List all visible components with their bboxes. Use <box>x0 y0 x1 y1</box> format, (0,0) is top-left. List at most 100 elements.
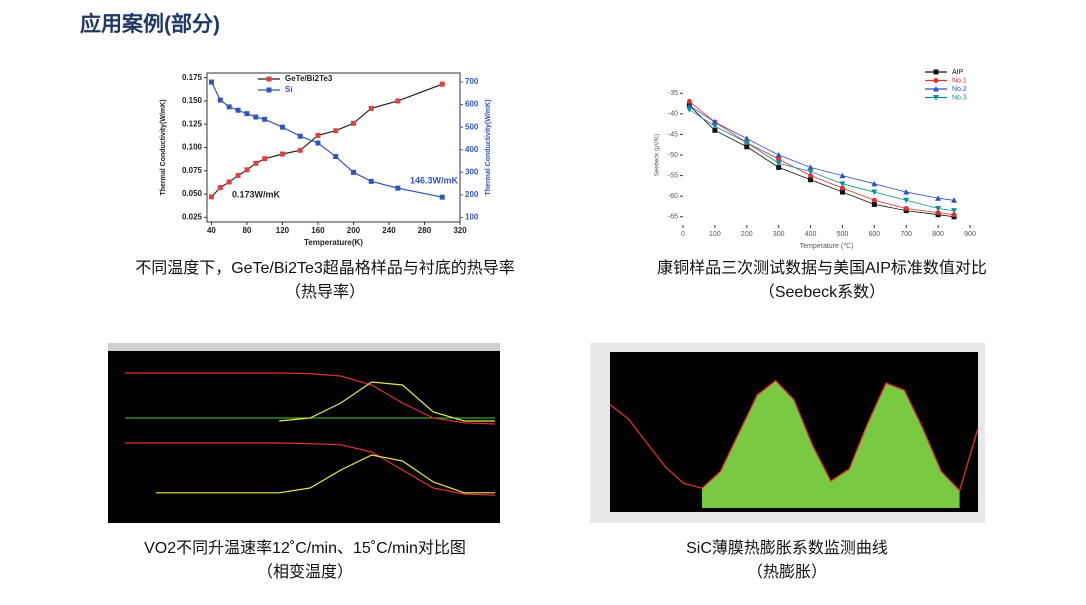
marker <box>315 140 321 146</box>
caption: SiC薄膜热膨胀系数监测曲线 <box>686 540 888 557</box>
y-axis-label: Thermal Conductivity(W/mK) <box>160 99 167 195</box>
marker <box>226 104 232 110</box>
y-tick-label: 0.100 <box>182 143 203 152</box>
marker <box>395 98 401 104</box>
y-tick-label: -60 <box>668 193 678 200</box>
legend-label: No.1 <box>952 77 967 84</box>
x-tick-label: 500 <box>837 231 849 238</box>
area <box>702 380 960 508</box>
marker <box>279 151 285 157</box>
line <box>210 81 443 198</box>
line <box>125 442 496 496</box>
y-tick-label: 0.175 <box>182 73 203 82</box>
marker <box>439 194 445 200</box>
line <box>689 109 955 211</box>
marker <box>903 206 909 212</box>
y-tick-label: -55 <box>668 172 678 179</box>
marker <box>808 173 814 179</box>
marker <box>807 168 814 175</box>
marker <box>743 140 750 146</box>
marker <box>368 178 374 184</box>
y2-tick-label: 700 <box>465 77 479 86</box>
marker <box>935 206 942 212</box>
marker <box>775 160 782 167</box>
marker <box>208 79 214 85</box>
caption: （热导率） <box>284 284 365 301</box>
caption: （Seebeck系数） <box>758 284 886 301</box>
marker <box>839 172 846 179</box>
marker <box>807 164 814 170</box>
marker <box>217 97 223 103</box>
marker <box>226 179 232 185</box>
legend-label: No.2 <box>952 86 967 93</box>
marker <box>297 147 303 153</box>
x-tick-label: 160 <box>311 226 325 235</box>
y2-axis-label: Thermal Conductivity(W/mK) <box>485 99 492 195</box>
marker <box>235 107 241 113</box>
marker <box>839 189 845 195</box>
legend-label: AIP <box>952 69 964 76</box>
marker <box>686 98 692 104</box>
x-axis-label: Temperature(K) <box>304 238 363 247</box>
x-tick-label: 800 <box>932 231 944 238</box>
marker <box>333 128 339 134</box>
line <box>689 105 955 218</box>
caption: （相变温度） <box>256 564 353 581</box>
y2-tick-label: 500 <box>465 122 479 131</box>
slide-title: 应用案例(部分) <box>80 13 220 36</box>
marker <box>368 105 374 111</box>
caption: （热膨胀） <box>746 564 827 581</box>
annotation: 146.3W/mK <box>410 175 459 185</box>
line <box>609 379 979 492</box>
y-tick-label: -35 <box>668 90 678 97</box>
marker <box>266 76 272 82</box>
marker <box>333 154 339 160</box>
marker <box>839 185 845 191</box>
x-tick-label: 240 <box>382 226 396 235</box>
window-bar <box>108 343 500 351</box>
marker <box>244 167 250 173</box>
annotation: 0.173W/mK <box>232 189 281 199</box>
x-tick-label: 200 <box>347 226 361 235</box>
marker <box>903 197 910 204</box>
marker <box>871 201 877 207</box>
x-tick-label: 600 <box>868 231 880 238</box>
caption: 不同温度下，GeTe/Bi2Te3超晶格样品与衬底的热导率 <box>135 260 515 277</box>
marker <box>235 172 241 178</box>
marker <box>871 197 877 203</box>
y2-tick-label: 100 <box>465 213 479 222</box>
marker <box>775 152 782 158</box>
marker <box>871 189 878 196</box>
y2-tick-label: 600 <box>465 100 479 109</box>
marker <box>935 195 942 201</box>
marker <box>686 107 693 113</box>
marker <box>315 132 321 138</box>
marker <box>262 156 268 162</box>
marker <box>253 160 259 166</box>
chart-bg <box>108 343 500 523</box>
marker <box>712 127 718 133</box>
marker <box>279 124 285 130</box>
line <box>689 101 955 216</box>
marker <box>297 133 303 139</box>
y-tick-label: -45 <box>668 131 678 138</box>
y-tick-label: 0.025 <box>182 212 203 221</box>
marker <box>951 197 958 203</box>
line <box>155 454 495 494</box>
y2-tick-label: 400 <box>465 145 479 154</box>
marker <box>395 185 401 191</box>
y-tick-label: -65 <box>668 214 678 221</box>
marker <box>776 156 782 162</box>
marker <box>776 164 782 170</box>
x-tick-label: 700 <box>900 231 912 238</box>
x-tick-label: 320 <box>453 226 467 235</box>
marker <box>266 87 272 93</box>
legend-label: No.3 <box>952 94 967 101</box>
marker <box>744 144 750 150</box>
y2-tick-label: 300 <box>465 167 479 176</box>
line <box>211 83 443 198</box>
x-tick-label: 400 <box>805 231 817 238</box>
line <box>125 372 496 425</box>
x-axis-label: Temperature (℃) <box>800 243 854 250</box>
